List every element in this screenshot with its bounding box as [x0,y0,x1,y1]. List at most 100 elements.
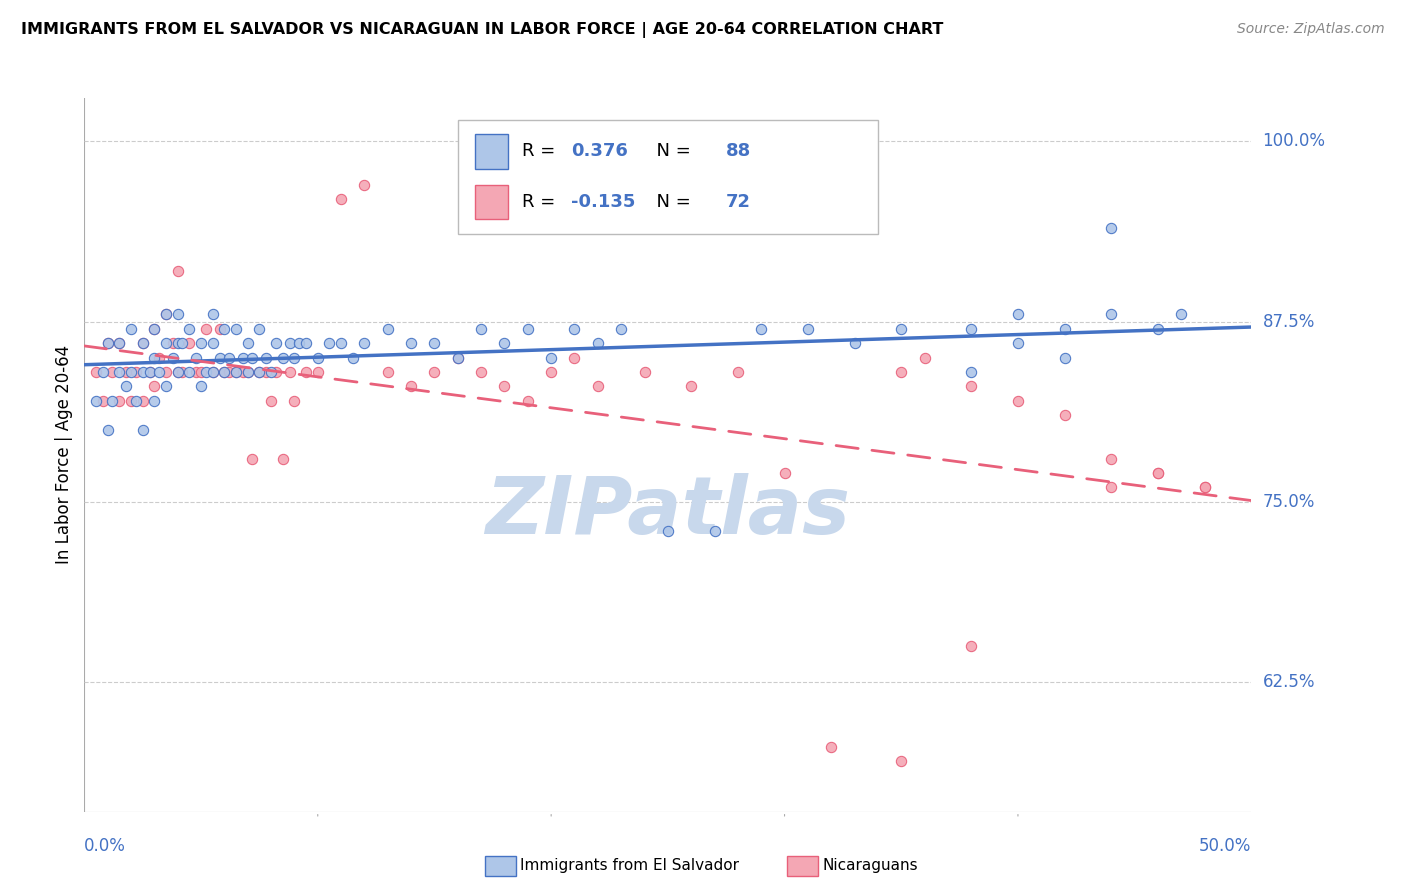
Point [155,365,177,379]
Point [820,739,842,754]
Point [1007,336,1029,351]
Point [295,365,318,379]
Point [283,351,305,365]
Point [236,365,259,379]
Point [283,393,305,408]
Point [353,178,375,192]
Point [132,336,155,351]
Point [610,322,633,336]
Point [214,365,236,379]
Point [225,322,247,336]
Point [797,322,820,336]
Point [120,393,142,408]
Point [1147,466,1170,480]
Point [194,365,217,379]
Point [242,451,264,466]
Point [97,336,120,351]
Point [101,365,124,379]
Point [960,322,983,336]
Point [148,365,170,379]
Point [1147,322,1170,336]
Point [377,365,399,379]
Point [1099,307,1122,321]
Point [540,351,562,365]
Point [91,365,114,379]
Point [254,351,277,365]
Point [890,322,912,336]
Text: 75.0%: 75.0% [1263,492,1315,511]
Point [377,322,399,336]
FancyBboxPatch shape [475,135,508,169]
Point [143,379,166,393]
Point [890,365,912,379]
Point [179,365,201,379]
Point [247,365,270,379]
Point [214,322,236,336]
Point [399,379,422,393]
Point [773,466,796,480]
Point [225,365,247,379]
Point [494,336,516,351]
Point [236,336,259,351]
Point [318,336,340,351]
Point [125,365,148,379]
Text: Immigrants from El Salvador: Immigrants from El Salvador [520,858,740,872]
Point [97,336,120,351]
Point [586,336,609,351]
Point [166,307,188,321]
Point [108,336,131,351]
Point [260,393,283,408]
Point [91,393,114,408]
Text: N =: N = [644,193,696,211]
Point [155,307,177,321]
Point [155,379,177,393]
Point [108,336,131,351]
Point [172,336,194,351]
Point [516,322,538,336]
FancyBboxPatch shape [475,185,508,219]
Point [1170,307,1192,321]
Point [247,365,270,379]
Point [208,351,231,365]
Point [1194,480,1216,494]
Point [1099,480,1122,494]
Point [218,351,240,365]
Point [1147,466,1170,480]
Point [330,192,353,206]
Point [288,336,311,351]
Point [271,351,294,365]
Point [84,393,107,408]
Point [232,365,254,379]
Point [1053,322,1076,336]
Point [470,365,492,379]
Text: 72: 72 [727,193,751,211]
Point [190,379,212,393]
Point [225,365,247,379]
Point [307,351,329,365]
Point [143,322,166,336]
Text: 50.0%: 50.0% [1199,837,1251,855]
Point [132,336,155,351]
Point [190,365,212,379]
Point [564,351,586,365]
Point [84,365,107,379]
Point [657,524,679,538]
Point [247,322,270,336]
Point [1194,480,1216,494]
Text: ZIPatlas: ZIPatlas [485,473,851,551]
Point [143,393,166,408]
Point [271,451,294,466]
Point [97,423,120,437]
Point [132,365,155,379]
Point [681,379,703,393]
Point [749,322,772,336]
Point [218,365,240,379]
Point [564,322,586,336]
Point [138,365,160,379]
Point [914,351,936,365]
Point [727,365,749,379]
Point [201,365,224,379]
Point [201,365,224,379]
Point [423,365,446,379]
Point [132,423,155,437]
